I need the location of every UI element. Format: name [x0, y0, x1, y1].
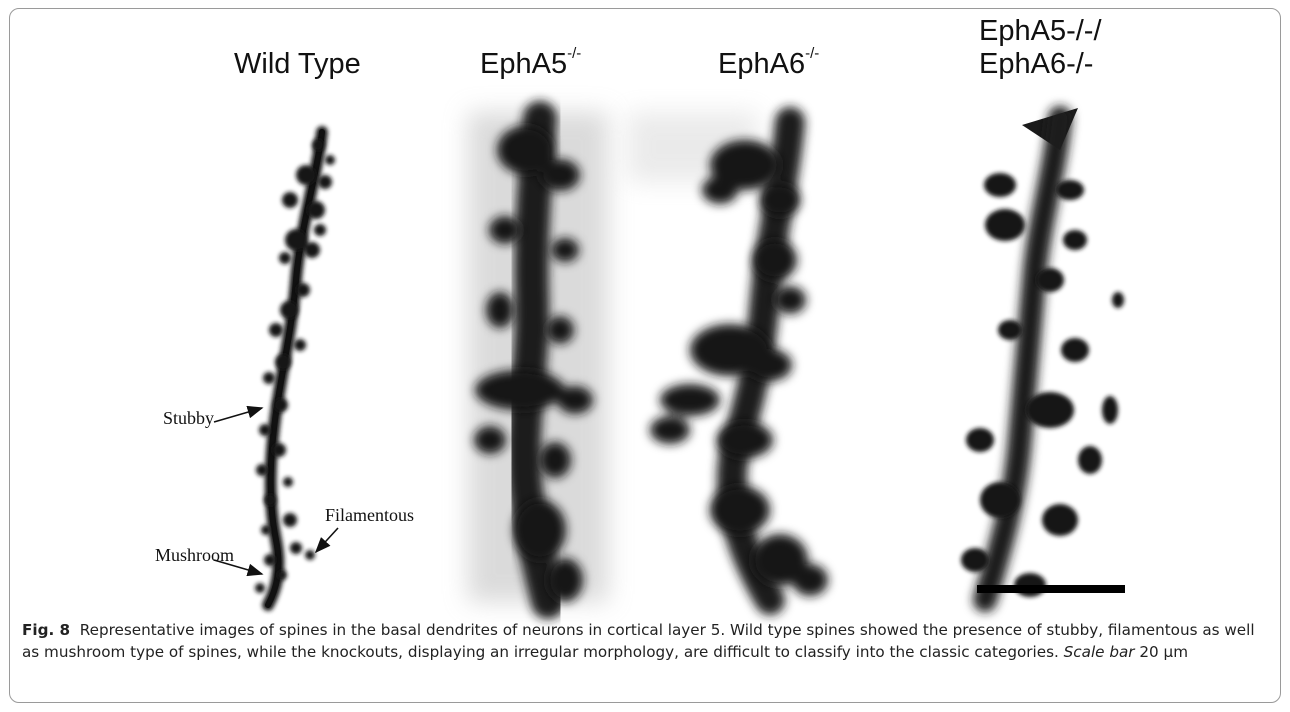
caption-text: Representative images of spines in the b… [22, 621, 1255, 661]
panel-label-double-knockout: EphA5-/-/ EphA6-/- [979, 15, 1102, 81]
mushroom-label: Mushroom [155, 545, 235, 565]
filamentous-label: Filamentous [325, 505, 414, 525]
figure-number: Fig. 8 [22, 621, 71, 639]
scale-bar [977, 585, 1125, 593]
wild-type-dendrite-image [255, 126, 335, 611]
epha5-knockout-dendrite-image [468, 101, 608, 619]
figure-caption: Fig. 8 Representative images of spines i… [22, 620, 1272, 663]
filamentous-arrow [314, 527, 339, 554]
stubby-arrow [213, 405, 264, 423]
scale-bar-value: 20 μm [1139, 642, 1188, 661]
panel-label-epha5: EphA5-/- [480, 45, 582, 80]
mushroom-arrow [213, 559, 264, 577]
double-knockout-dendrite-image [961, 106, 1124, 612]
scale-bar-label: Scale bar [1063, 642, 1135, 661]
panel-label-epha6: EphA6-/- [718, 45, 820, 80]
panel-label-wild-type: Wild Type [234, 48, 361, 80]
stubby-label: Stubby [163, 408, 215, 428]
epha6-knockout-dendrite-image [628, 107, 828, 615]
